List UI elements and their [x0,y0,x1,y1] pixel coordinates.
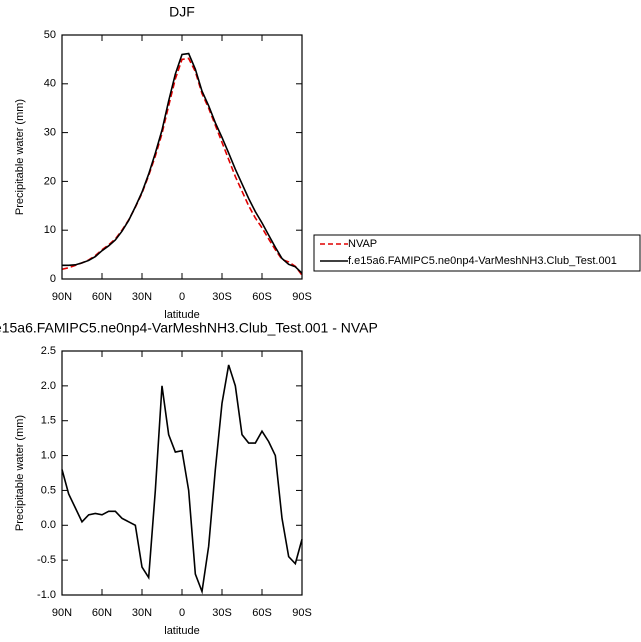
x-tick-label: 0 [179,607,185,619]
y-axis-label: Precipitable water (mm) [14,99,26,215]
y-tick-label: 1.0 [41,449,56,461]
legend-label: NVAP [348,238,377,250]
y-tick-label: -0.5 [37,554,56,566]
x-axis-label: latitude [164,625,199,637]
chart-title: DJF [169,4,195,20]
x-tick-label: 60S [252,607,272,619]
x-tick-label: 90S [292,291,312,303]
line [61,364,303,595]
y-axis-label: Precipitable water (mm) [14,415,26,531]
y-tick-label: -1.0 [37,589,56,601]
x-tick-label: 90N [52,291,72,303]
line [61,57,303,276]
y-tick-label: 50 [44,29,56,41]
x-tick-label: 0 [179,291,185,303]
y-tick-label: 0.5 [41,484,56,496]
x-tick-label: 30S [212,607,232,619]
y-tick-label: 10 [44,224,56,236]
x-tick-label: 60N [92,291,112,303]
y-tick-label: 40 [44,78,56,90]
legend-box [313,234,641,272]
y-tick-label: 30 [44,127,56,139]
line [62,52,303,274]
x-tick-label: 90N [52,607,72,619]
x-tick-label: 30N [132,291,152,303]
y-tick-label: 1.5 [41,415,56,427]
plot-frame [61,34,303,280]
y-tick-label: 0.0 [41,519,56,531]
x-tick-label: 60N [92,607,112,619]
x-tick-label: 90S [292,607,312,619]
y-tick-label: 0 [50,273,56,285]
y-tick-label: 2.5 [41,345,56,357]
legend-label: f.e15a6.FAMIPC5.ne0np4-VarMeshNH3.Club_T… [348,255,617,267]
y-tick-label: 20 [44,175,56,187]
chart-title: f.e15a6.FAMIPC5.ne0np4-VarMeshNH3.Club_T… [0,320,378,336]
plot-frame [61,350,303,596]
y-tick-label: 2.0 [41,380,56,392]
x-tick-label: 60S [252,291,272,303]
x-axis-label: latitude [164,309,199,321]
x-tick-label: 30S [212,291,232,303]
x-tick-label: 30N [132,607,152,619]
